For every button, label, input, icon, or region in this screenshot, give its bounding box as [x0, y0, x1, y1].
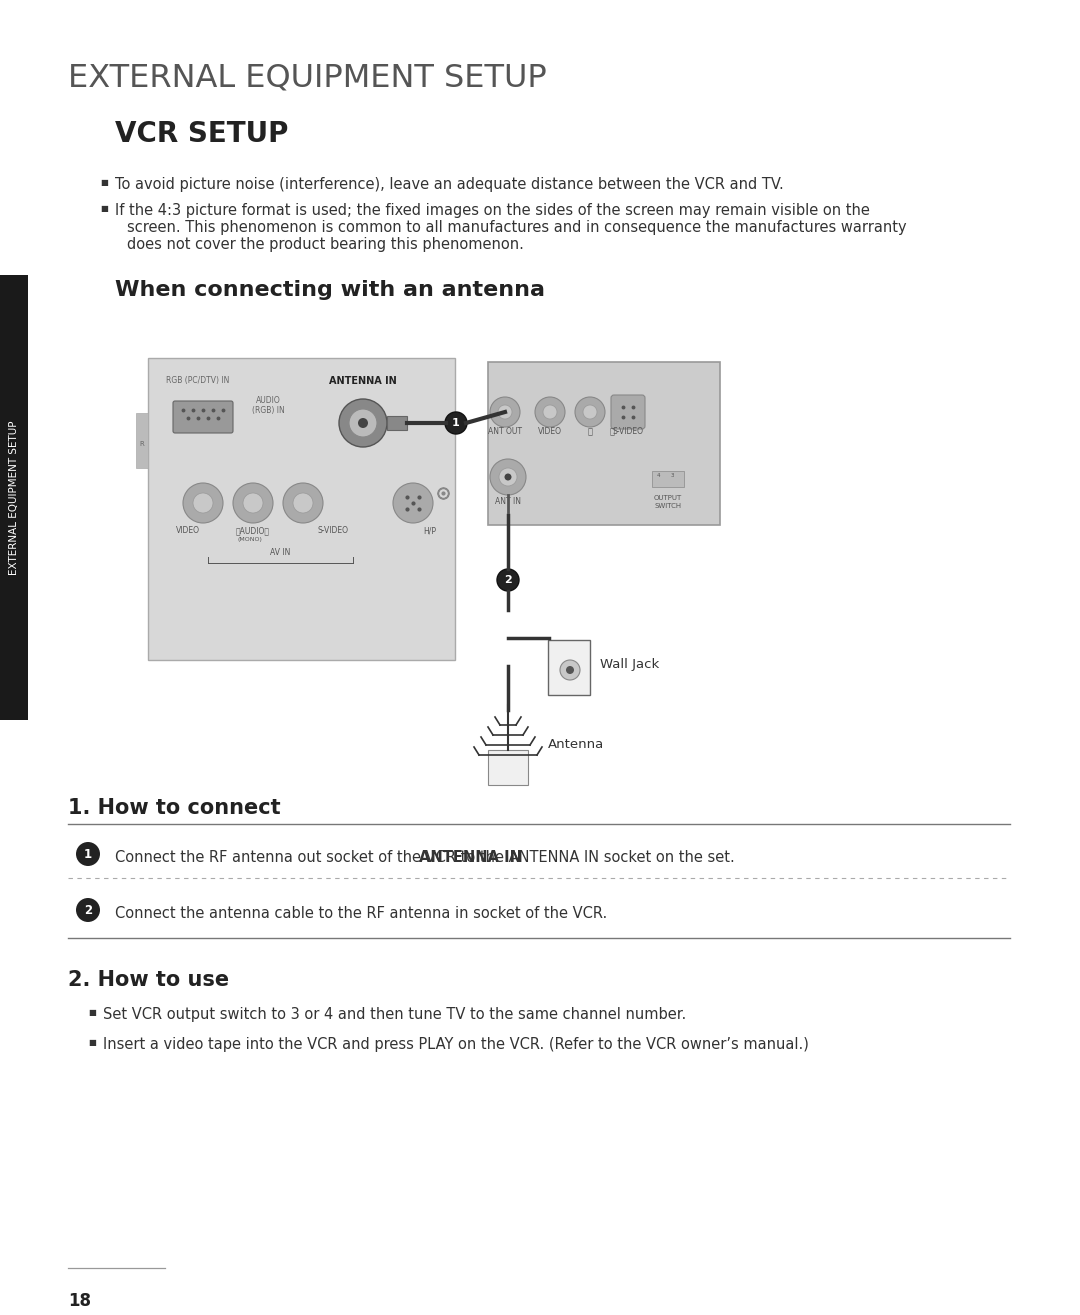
FancyBboxPatch shape [652, 471, 684, 487]
Circle shape [233, 483, 273, 523]
FancyBboxPatch shape [488, 362, 720, 525]
Text: 1: 1 [84, 847, 92, 860]
Text: Ⓘ: Ⓘ [588, 427, 593, 437]
Text: EXTERNAL EQUIPMENT SETUP: EXTERNAL EQUIPMENT SETUP [68, 62, 546, 93]
Text: VCR SETUP: VCR SETUP [114, 120, 288, 149]
Circle shape [183, 483, 222, 523]
Text: If the 4:3 picture format is used; the fixed images on the sides of the screen m: If the 4:3 picture format is used; the f… [114, 203, 869, 218]
Text: 3: 3 [671, 472, 674, 477]
Text: ■: ■ [87, 1038, 96, 1047]
FancyBboxPatch shape [136, 413, 148, 468]
Circle shape [76, 842, 100, 867]
Text: AUDIO: AUDIO [256, 396, 281, 405]
Circle shape [283, 483, 323, 523]
FancyBboxPatch shape [387, 416, 407, 430]
Text: Set VCR output switch to 3 or 4 and then tune TV to the same channel number.: Set VCR output switch to 3 or 4 and then… [103, 1007, 686, 1022]
Circle shape [561, 660, 580, 680]
Text: R: R [139, 441, 145, 447]
Circle shape [504, 473, 512, 480]
Text: S-VIDEO: S-VIDEO [318, 526, 349, 535]
FancyBboxPatch shape [611, 394, 645, 429]
Circle shape [575, 397, 605, 427]
Text: Connect the RF antenna out socket of the VCR to the ANTENNA IN socket on the set: Connect the RF antenna out socket of the… [114, 849, 734, 865]
Circle shape [243, 493, 264, 513]
Text: screen. This phenomenon is common to all manufactures and in consequence the man: screen. This phenomenon is common to all… [127, 220, 906, 235]
Circle shape [497, 569, 519, 590]
Text: (RGB) IN: (RGB) IN [252, 406, 284, 416]
Circle shape [293, 493, 313, 513]
Text: ■: ■ [100, 178, 108, 187]
Text: Insert a video tape into the VCR and press PLAY on the VCR. (Refer to the VCR ow: Insert a video tape into the VCR and pre… [103, 1038, 809, 1052]
Text: To avoid picture noise (interference), leave an adequate distance between the VC: To avoid picture noise (interference), l… [114, 178, 784, 192]
Text: ■: ■ [100, 204, 108, 213]
Text: When connecting with an antenna: When connecting with an antenna [114, 280, 545, 300]
Circle shape [193, 493, 213, 513]
Circle shape [339, 398, 387, 447]
Text: ANTENNA IN: ANTENNA IN [329, 376, 396, 387]
Text: ANT OUT: ANT OUT [488, 427, 522, 437]
FancyBboxPatch shape [148, 358, 455, 660]
Text: ⓁAUDIOⓇ: ⓁAUDIOⓇ [237, 526, 270, 535]
Circle shape [76, 898, 100, 922]
Text: VIDEO: VIDEO [538, 427, 562, 437]
Text: OUTPUT: OUTPUT [653, 494, 683, 501]
Circle shape [349, 409, 377, 437]
Circle shape [445, 412, 467, 434]
Text: S-VIDEO: S-VIDEO [612, 427, 644, 437]
Circle shape [490, 397, 519, 427]
Text: Wall Jack: Wall Jack [600, 658, 659, 671]
Circle shape [393, 483, 433, 523]
Circle shape [490, 459, 526, 494]
Text: 2. How to use: 2. How to use [68, 970, 229, 990]
Circle shape [357, 418, 368, 427]
Text: RGB (PC/DTV) IN: RGB (PC/DTV) IN [166, 376, 229, 385]
Text: 1. How to connect: 1. How to connect [68, 798, 281, 818]
Text: 2: 2 [504, 575, 512, 585]
Circle shape [543, 405, 557, 419]
Circle shape [498, 405, 512, 419]
Text: AV IN: AV IN [270, 548, 291, 558]
Text: ■: ■ [87, 1009, 96, 1016]
FancyBboxPatch shape [548, 640, 590, 696]
Text: SWITCH: SWITCH [654, 504, 681, 509]
Text: 4: 4 [657, 472, 660, 477]
Text: VIDEO: VIDEO [176, 526, 200, 535]
Text: does not cover the product bearing this phenomenon.: does not cover the product bearing this … [127, 237, 524, 252]
Circle shape [583, 405, 597, 419]
Text: H/P: H/P [423, 526, 436, 535]
Text: 1: 1 [453, 418, 460, 427]
Text: Ⓙ: Ⓙ [609, 427, 615, 437]
Text: Antenna: Antenna [548, 738, 604, 751]
Text: EXTERNAL EQUIPMENT SETUP: EXTERNAL EQUIPMENT SETUP [9, 421, 19, 575]
Text: Connect the antenna cable to the RF antenna in socket of the VCR.: Connect the antenna cable to the RF ante… [114, 906, 607, 920]
Text: ANT IN: ANT IN [495, 497, 521, 506]
Text: (MONO): (MONO) [238, 537, 262, 542]
Circle shape [566, 665, 573, 675]
Text: ANTENNA IN: ANTENNA IN [419, 849, 523, 865]
FancyBboxPatch shape [488, 750, 528, 785]
Circle shape [535, 397, 565, 427]
FancyBboxPatch shape [0, 275, 28, 721]
Text: 18: 18 [68, 1293, 91, 1310]
Circle shape [499, 468, 517, 487]
Text: 2: 2 [84, 903, 92, 917]
FancyBboxPatch shape [173, 401, 233, 433]
